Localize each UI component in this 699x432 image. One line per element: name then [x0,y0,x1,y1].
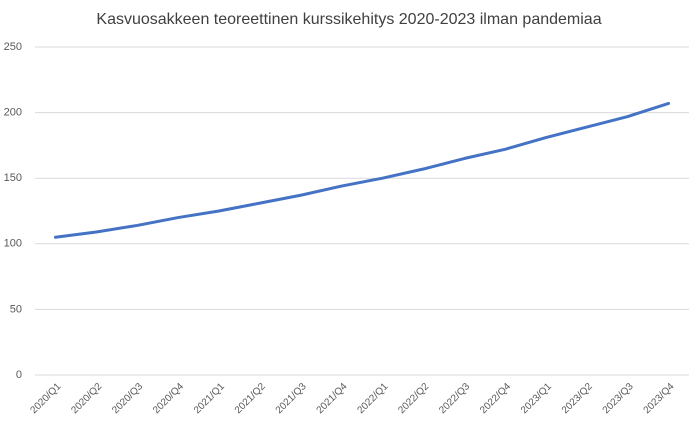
chart-title: Kasvuosakkeen teoreettinen kurssikehitys… [96,11,601,28]
x-tick-label: 2023/Q2 [560,381,595,416]
x-tick-label: 2023/Q4 [642,381,677,416]
x-tick-label: 2022/Q2 [396,381,431,416]
y-tick-label: 100 [4,238,22,250]
x-tick-label: 2021/Q4 [315,381,350,416]
y-tick-label: 200 [4,107,22,119]
y-tick-label: 250 [4,41,22,53]
x-tick-label: 2020/Q3 [110,381,145,416]
x-tick-label: 2021/Q3 [274,381,309,416]
line-series [53,101,671,239]
y-tick-label: 150 [4,172,22,184]
x-tick-label: 2020/Q4 [151,381,186,416]
x-tick-label: 2022/Q3 [437,381,472,416]
y-tick-label: 0 [16,369,22,381]
x-tick-label: 2022/Q1 [356,381,391,416]
x-tick-label: 2022/Q4 [478,381,513,416]
x-tick-label: 2020/Q1 [29,381,64,416]
x-tick-label: 2021/Q1 [192,381,227,416]
x-tick-label: 2021/Q2 [233,381,268,416]
x-tick-label: 2020/Q2 [69,381,104,416]
x-tick-label: 2023/Q3 [601,381,636,416]
x-tick-label: 2023/Q1 [519,381,554,416]
y-tick-label: 50 [10,303,22,315]
